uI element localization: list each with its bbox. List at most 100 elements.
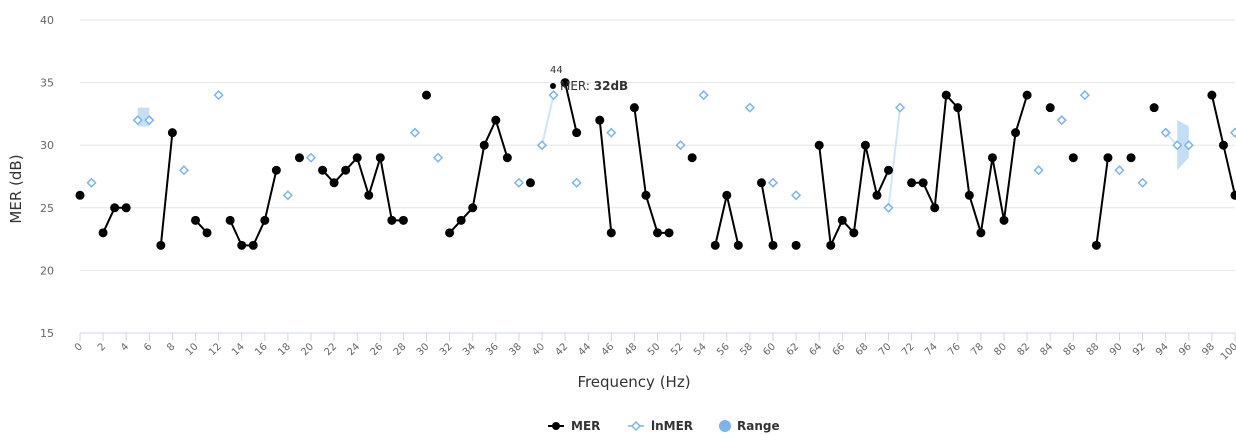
mer-point[interactable] (398, 215, 408, 225)
mer-point[interactable] (710, 240, 720, 250)
mer-point[interactable] (271, 165, 281, 175)
lnmer-point[interactable] (606, 127, 617, 138)
mer-point[interactable] (1103, 153, 1113, 163)
mer-point[interactable] (260, 215, 270, 225)
mer-point[interactable] (248, 240, 258, 250)
lnmer-point[interactable] (698, 90, 709, 101)
lnmer-point[interactable] (744, 102, 755, 113)
mer-point[interactable] (375, 153, 385, 163)
lnmer-point[interactable] (409, 127, 421, 138)
lnmer-point[interactable] (213, 90, 224, 101)
lnmer-point[interactable] (1160, 127, 1171, 138)
mer-point[interactable] (791, 240, 801, 250)
mer-point[interactable] (976, 228, 986, 238)
mer-point[interactable] (606, 228, 616, 238)
mer-point[interactable] (191, 215, 200, 225)
mer-point[interactable] (664, 228, 674, 238)
mer-point[interactable] (225, 215, 235, 225)
mer-point[interactable] (237, 240, 247, 250)
mer-point[interactable] (294, 153, 304, 163)
mer-point[interactable] (629, 103, 639, 113)
mer-point[interactable] (826, 240, 836, 250)
mer-point[interactable] (768, 240, 778, 250)
lnmer-point[interactable] (1172, 140, 1183, 151)
lnmer-point[interactable] (144, 115, 155, 126)
lnmer-point[interactable] (1033, 165, 1044, 176)
lnmer-point[interactable] (1079, 90, 1090, 101)
lnmer-point[interactable] (675, 140, 686, 151)
lnmer-point[interactable] (432, 152, 444, 163)
mer-point[interactable] (860, 140, 870, 150)
mer-point[interactable] (318, 165, 328, 175)
lnmer-point[interactable] (883, 202, 894, 213)
mer-point[interactable] (814, 140, 824, 150)
lnmer-point[interactable] (1229, 127, 1236, 138)
lnmer-point[interactable] (1137, 177, 1148, 188)
mer-point[interactable] (987, 153, 997, 163)
mer-point[interactable] (595, 115, 605, 125)
mer-point[interactable] (907, 178, 917, 188)
mer-point[interactable] (456, 215, 466, 225)
mer-point[interactable] (445, 228, 455, 238)
mer-point[interactable] (722, 190, 732, 200)
mer-point[interactable] (941, 90, 951, 100)
mer-point[interactable] (918, 178, 928, 188)
mer-point[interactable] (1091, 240, 1101, 250)
lnmer-point[interactable] (791, 190, 802, 201)
lnmer-point[interactable] (548, 90, 559, 101)
mer-point[interactable] (422, 90, 431, 100)
mer-point[interactable] (964, 190, 974, 200)
mer-point[interactable] (121, 203, 131, 213)
lnmer-point[interactable] (178, 165, 190, 176)
mer-point[interactable] (352, 153, 362, 163)
mer-point[interactable] (364, 190, 374, 200)
mer-point[interactable] (837, 215, 847, 225)
lnmer-point[interactable] (1114, 165, 1125, 176)
mer-point[interactable] (75, 190, 85, 200)
mer-point[interactable] (1011, 128, 1021, 138)
mer-point[interactable] (953, 103, 963, 113)
mer-point[interactable] (479, 140, 489, 150)
mer-point[interactable] (572, 128, 582, 138)
mer-point[interactable] (98, 228, 108, 238)
mer-point[interactable] (641, 190, 651, 200)
mer-point[interactable] (1068, 153, 1078, 163)
mer-point[interactable] (1207, 90, 1217, 100)
lnmer-point[interactable] (1183, 140, 1194, 151)
lnmer-point[interactable] (305, 152, 317, 163)
mer-point[interactable] (329, 178, 339, 188)
lnmer-point[interactable] (86, 177, 97, 188)
mer-point[interactable] (1126, 153, 1136, 163)
lnmer-point[interactable] (894, 102, 906, 113)
mer-point[interactable] (202, 228, 212, 238)
legend-item-mer[interactable]: MER (548, 419, 600, 433)
mer-point[interactable] (884, 165, 893, 175)
mer-point[interactable] (156, 240, 166, 250)
mer-point[interactable] (502, 153, 512, 163)
mer-point[interactable] (1218, 140, 1228, 150)
mer-point[interactable] (560, 78, 570, 88)
lnmer-point[interactable] (513, 177, 524, 188)
mer-point[interactable] (491, 115, 501, 125)
mer-point[interactable] (341, 165, 351, 175)
legend-item-range[interactable]: Range (719, 419, 780, 433)
mer-point[interactable] (756, 178, 766, 188)
mer-point[interactable] (525, 178, 535, 188)
lnmer-point[interactable] (536, 140, 548, 151)
lnmer-point[interactable] (767, 177, 779, 188)
mer-point[interactable] (872, 190, 882, 200)
mer-point[interactable] (930, 203, 940, 213)
mer-point[interactable] (849, 228, 859, 238)
lnmer-point[interactable] (1056, 115, 1067, 126)
mer-point[interactable] (387, 215, 397, 225)
mer-point[interactable] (1045, 103, 1055, 113)
mer-point[interactable] (167, 128, 177, 138)
mer-point[interactable] (468, 203, 478, 213)
legend-item-lnmer[interactable]: lnMER (628, 419, 693, 433)
mer-point[interactable] (653, 228, 662, 238)
mer-point[interactable] (999, 215, 1009, 225)
mer-point[interactable] (733, 240, 743, 250)
lnmer-point[interactable] (571, 177, 582, 188)
lnmer-point[interactable] (132, 115, 143, 126)
mer-point[interactable] (687, 153, 697, 163)
